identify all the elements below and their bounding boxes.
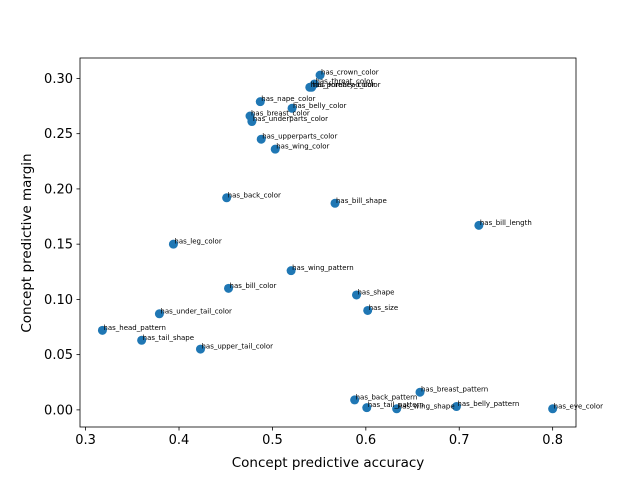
x-tick-label: 0.5 — [262, 433, 283, 448]
y-axis-ticks: 0.00 0.05 0.10 0.15 0.20 0.25 0.30 — [44, 72, 80, 418]
data-point — [270, 144, 280, 154]
data-point — [350, 395, 360, 405]
point-label: has_bill_length — [480, 219, 532, 227]
x-tick-label: 0.7 — [449, 433, 470, 448]
point-label: has_wing_shape — [398, 402, 455, 410]
plot-area — [79, 57, 577, 428]
data-point — [305, 82, 315, 92]
point-label: has_bill_color — [230, 282, 277, 290]
y-axis-label: Concept predictive margin — [19, 153, 35, 332]
data-point — [195, 344, 205, 354]
point-label: has_upper_tail_color — [201, 343, 273, 351]
axes-frame — [79, 57, 577, 428]
data-point — [222, 193, 232, 203]
point-label: has_tail_pattern — [368, 401, 424, 409]
y-tick-label: 0.05 — [44, 348, 73, 363]
x-axis-label: Concept predictive accuracy — [232, 455, 425, 471]
point-label: has_breast_color — [251, 110, 310, 118]
point-label: has_belly_color — [293, 102, 347, 110]
point-label: has_upperparts_color — [262, 133, 337, 141]
data-point — [474, 220, 484, 230]
point-label: has_head_pattern — [103, 324, 166, 332]
data-point — [137, 335, 147, 345]
point-label: has_bill_shape — [336, 197, 387, 205]
data-point — [415, 387, 425, 397]
point-label: has_primary_color — [311, 81, 375, 89]
point-label: has_back_pattern — [356, 393, 418, 401]
data-point — [363, 305, 373, 315]
point-label: has_belly_pattern — [457, 400, 519, 408]
point-label: has_forehead_color — [313, 81, 381, 89]
y-tick-label: 0.00 — [44, 403, 73, 418]
data-point — [548, 404, 558, 414]
data-point — [392, 404, 402, 414]
data-point — [224, 283, 234, 293]
y-tick-label: 0.10 — [44, 293, 73, 308]
y-tick-label: 0.15 — [44, 238, 73, 253]
point-label: has_underparts_color — [253, 115, 328, 123]
data-point — [286, 266, 296, 276]
point-label: has_wing_color — [276, 143, 329, 151]
point-label: has_back_color — [228, 191, 281, 199]
data-point — [154, 309, 164, 319]
data-point — [451, 402, 461, 412]
point-label: has_nape_color — [261, 95, 315, 103]
point-label: has_size — [369, 304, 398, 312]
point-label: has_under_tail_color — [160, 307, 232, 315]
point-label: has_breast_pattern — [421, 386, 488, 394]
data-point — [168, 239, 178, 249]
data-point — [330, 198, 340, 208]
point-label: has_throat_color — [315, 77, 373, 85]
data-points: has_crown_colorhas_throat_colorhas_foreh… — [97, 69, 603, 414]
data-point — [351, 290, 361, 300]
y-tick-label: 0.25 — [44, 127, 73, 142]
data-point — [287, 103, 297, 113]
data-point — [255, 97, 265, 107]
point-label: has_tail_shape — [143, 334, 194, 342]
point-label: has_shape — [357, 288, 394, 296]
point-label: has_eye_color — [554, 402, 603, 410]
point-label: has_wing_pattern — [292, 264, 354, 272]
x-tick-label: 0.4 — [169, 433, 190, 448]
y-tick-label: 0.30 — [44, 72, 73, 87]
x-axis-ticks: 0.3 0.4 0.5 0.6 0.7 0.8 — [75, 427, 563, 448]
x-tick-label: 0.3 — [75, 433, 96, 448]
data-point — [315, 70, 325, 80]
point-label: has_crown_color — [321, 69, 379, 77]
x-tick-label: 0.6 — [355, 433, 376, 448]
data-point — [256, 134, 266, 144]
data-point — [362, 403, 372, 413]
point-label: has_leg_color — [174, 238, 221, 246]
x-tick-label: 0.8 — [542, 433, 563, 448]
y-tick-label: 0.20 — [44, 182, 73, 197]
data-point — [247, 117, 257, 127]
data-point — [97, 325, 107, 335]
